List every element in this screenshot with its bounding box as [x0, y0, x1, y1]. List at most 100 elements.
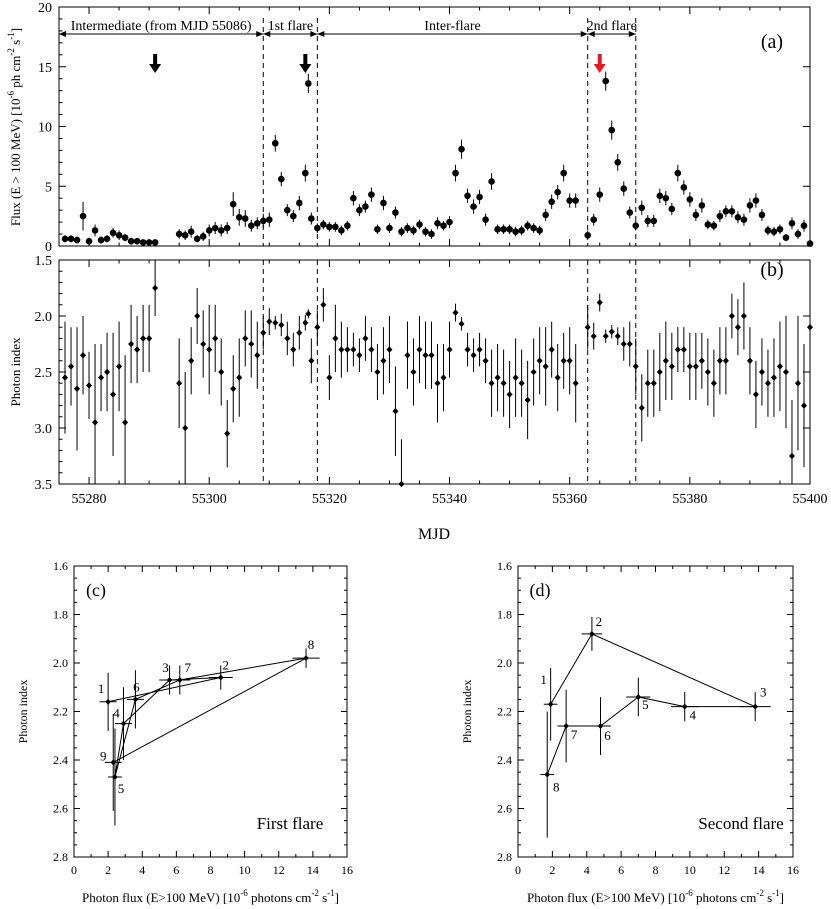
flux-point	[602, 77, 610, 85]
index-point	[800, 402, 807, 409]
flux-point	[560, 169, 567, 177]
index-point	[434, 379, 441, 387]
index-point	[146, 335, 153, 342]
index-point	[518, 379, 525, 387]
flare-arrow-head	[149, 64, 162, 73]
label-part: -6	[240, 888, 248, 898]
index-point	[758, 368, 765, 376]
label-part: -2	[311, 888, 319, 898]
label-part: ]	[780, 890, 784, 905]
flux-point	[115, 231, 123, 239]
flux-point	[548, 198, 555, 206]
index-point	[248, 340, 255, 348]
index-point	[218, 368, 225, 376]
flux-point	[770, 228, 778, 235]
interval-arrowhead-right	[628, 31, 636, 37]
interval-arrowhead-left	[587, 31, 595, 37]
panel-b-xtick-label: 55320	[312, 492, 347, 507]
index-point	[464, 346, 471, 353]
panel-b-xtick-label: 55380	[672, 492, 707, 507]
panel-b-xtick-label: 55360	[552, 492, 587, 507]
flux-point	[476, 193, 483, 201]
flux-point	[97, 236, 105, 244]
label-part: s	[764, 890, 772, 905]
flux-point	[752, 197, 760, 204]
flux-point	[458, 145, 465, 153]
flux-point	[716, 212, 724, 220]
index-point	[698, 357, 705, 365]
panel-c-ytick-label: 1.6	[53, 559, 68, 573]
flux-point	[800, 222, 808, 229]
panel-c-point-label: 8	[308, 637, 315, 652]
index-point	[572, 379, 579, 387]
panel-d-xtick-label: 12	[718, 863, 730, 877]
interval-arrowhead-right	[580, 31, 588, 37]
flux-point	[338, 227, 345, 234]
interval-arrowhead-left	[263, 31, 271, 37]
flux-point	[205, 227, 213, 234]
flux-point	[398, 228, 405, 235]
label-part: photons cm	[248, 890, 312, 905]
panel-d-point	[597, 723, 604, 730]
panel-c-point	[176, 676, 183, 683]
index-point	[254, 351, 261, 359]
index-point	[566, 357, 573, 365]
index-point	[410, 368, 417, 376]
panel-a-ytick-label: 5	[45, 180, 52, 195]
index-point	[296, 329, 303, 337]
index-point	[620, 340, 627, 348]
interval-label: 2nd flare	[587, 19, 637, 34]
panel-b-ytick-label: 3.0	[35, 422, 53, 437]
panel-d-xtick-label: 0	[515, 863, 521, 877]
index-point	[686, 363, 693, 370]
index-point	[662, 357, 669, 365]
flux-point	[590, 216, 598, 224]
panel-d-ytick-label: 2.8	[497, 850, 512, 864]
interval-arrowhead-right	[310, 31, 318, 37]
panel-d-point-label: 5	[642, 697, 649, 712]
flux-point	[73, 236, 81, 244]
index-point	[716, 357, 723, 365]
index-point	[626, 340, 633, 348]
flux-point	[698, 202, 706, 209]
flux-point	[175, 230, 183, 238]
interval-arrowhead-left	[317, 31, 325, 37]
flux-point	[127, 237, 135, 245]
flux-point	[290, 212, 297, 220]
index-point	[452, 309, 459, 316]
label-part: -2	[756, 888, 764, 898]
panel-a-frame	[58, 6, 811, 247]
index-point	[524, 396, 531, 404]
panel-d-ytick-label: 2.6	[497, 802, 512, 816]
panel-d-point	[544, 771, 551, 778]
panel-b-xtick-label: 55340	[432, 492, 467, 507]
flux-point	[566, 197, 573, 204]
flux-point	[746, 202, 754, 209]
flux-point	[686, 196, 694, 203]
panel-d-point	[563, 723, 569, 730]
index-point	[722, 357, 729, 365]
flux-point	[410, 227, 417, 234]
flux-point	[662, 194, 670, 202]
flux-point	[344, 222, 351, 229]
panel-c-label: (c)	[86, 580, 106, 601]
flux-point	[488, 178, 495, 185]
flux-point	[211, 224, 219, 232]
panel-d-point	[589, 630, 595, 637]
flux-point	[794, 230, 802, 238]
panel-d-xtick-label: 8	[653, 863, 659, 877]
index-point	[554, 374, 561, 381]
index-point	[650, 379, 657, 387]
index-point	[422, 351, 429, 359]
panel-d-point-label: 8	[553, 780, 560, 795]
panel-c-point	[217, 674, 224, 681]
panel-c-point	[132, 696, 139, 703]
index-point	[116, 363, 123, 370]
flux-point	[572, 197, 579, 204]
panel-a-ytick-label: 20	[38, 1, 52, 16]
index-point	[476, 346, 483, 353]
flux-point	[650, 217, 658, 225]
panel-d-xtick-label: 14	[753, 863, 765, 877]
panel-d-ytick-label: 2.2	[497, 705, 512, 719]
flux-point	[305, 80, 312, 87]
